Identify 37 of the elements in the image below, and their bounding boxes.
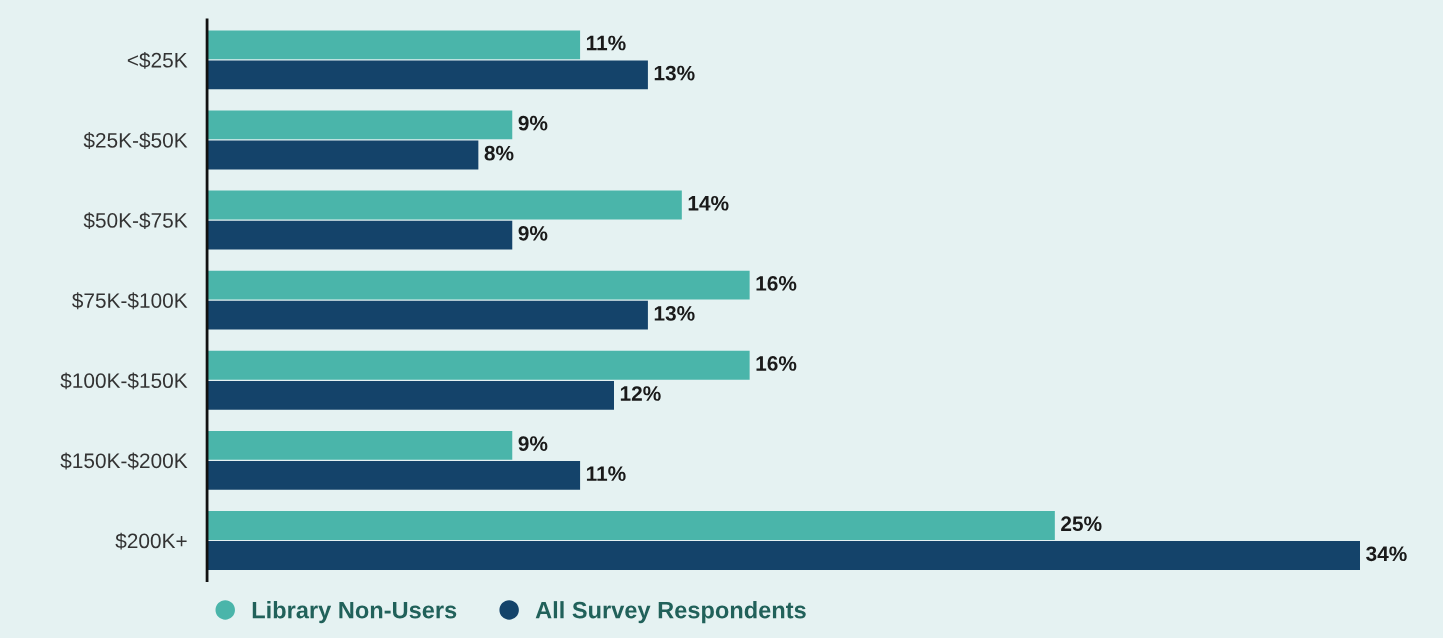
bar [207, 190, 682, 220]
data-label: 16% [756, 276, 797, 291]
bar [207, 30, 581, 60]
bar [207, 350, 750, 380]
data-label: 11% [586, 466, 626, 481]
bar [207, 380, 614, 410]
bar [207, 220, 513, 250]
y-tick-label: $150K-$200K [60, 452, 188, 470]
legend-label: Library Non-Users [252, 601, 457, 624]
data-label: 9% [518, 225, 548, 241]
data-label: 8% [484, 145, 514, 161]
data-label: 12% [620, 386, 661, 401]
legend-label: All Survey Respondents [535, 601, 806, 624]
bar [207, 270, 750, 300]
y-tick-label: $200K+ [115, 532, 187, 550]
y-tick-label: <$25K [127, 51, 188, 69]
y-tick-label: $75K-$100K [72, 292, 188, 310]
bar [207, 60, 648, 90]
data-label: 9% [518, 115, 548, 131]
bar [207, 300, 648, 330]
data-label: 13% [654, 306, 695, 321]
y-tick-label: $100K-$150K [60, 372, 188, 390]
bar [207, 511, 1055, 540]
bar [207, 140, 479, 170]
data-label: 11% [586, 35, 626, 51]
data-label: 34% [1366, 546, 1407, 562]
data-label: 9% [518, 436, 548, 451]
data-label: 25% [1061, 516, 1102, 532]
bar [207, 430, 513, 460]
bar [207, 461, 581, 490]
data-label: 13% [654, 65, 695, 81]
data-label: 16% [756, 356, 797, 371]
bar [207, 541, 1361, 570]
y-tick-label: $50K-$75K [83, 212, 188, 230]
y-tick-label: $25K-$50K [83, 132, 188, 149]
data-label: 14% [688, 195, 729, 211]
bar [207, 110, 513, 140]
